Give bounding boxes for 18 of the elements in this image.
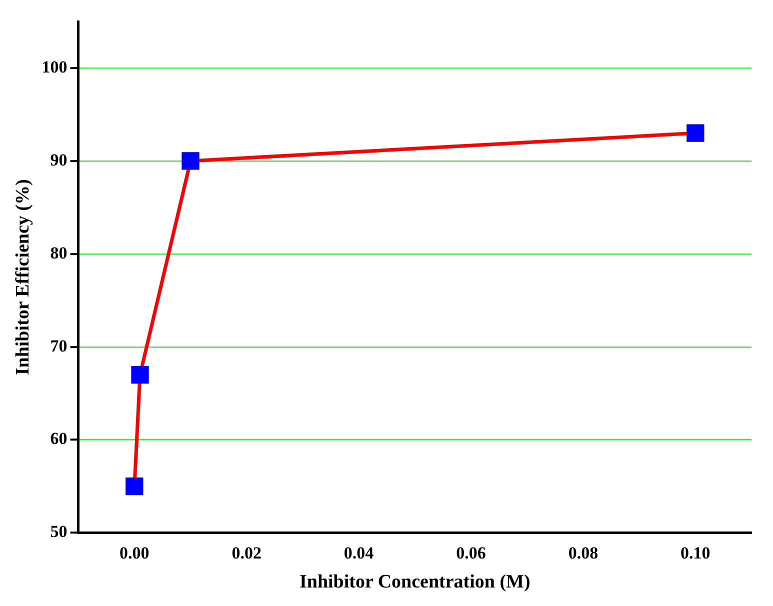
- point: [182, 152, 200, 170]
- x-tick-label: 0.02: [232, 543, 262, 562]
- x-tick-label: 0.00: [120, 543, 150, 562]
- point: [686, 124, 704, 142]
- y-tick-label: 80: [50, 243, 68, 262]
- y-tick-label: 90: [50, 150, 68, 170]
- point: [131, 366, 149, 384]
- y-tick-label: 100: [42, 57, 68, 76]
- point: [126, 477, 144, 496]
- x-tick-label: 0.06: [456, 543, 486, 562]
- y-axis-title: Inhibitor Efficiency (%): [12, 179, 34, 376]
- x-tick-label: 0.08: [568, 543, 598, 562]
- y-tick-label: 70: [50, 336, 68, 356]
- x-tick-label: 0.04: [344, 543, 374, 562]
- x-axis-title: Inhibitor Concentration (M): [299, 572, 530, 593]
- x-tick-label: 0.10: [680, 543, 710, 562]
- y-tick-label: 60: [50, 429, 68, 448]
- y-tick-label: 50: [50, 522, 68, 542]
